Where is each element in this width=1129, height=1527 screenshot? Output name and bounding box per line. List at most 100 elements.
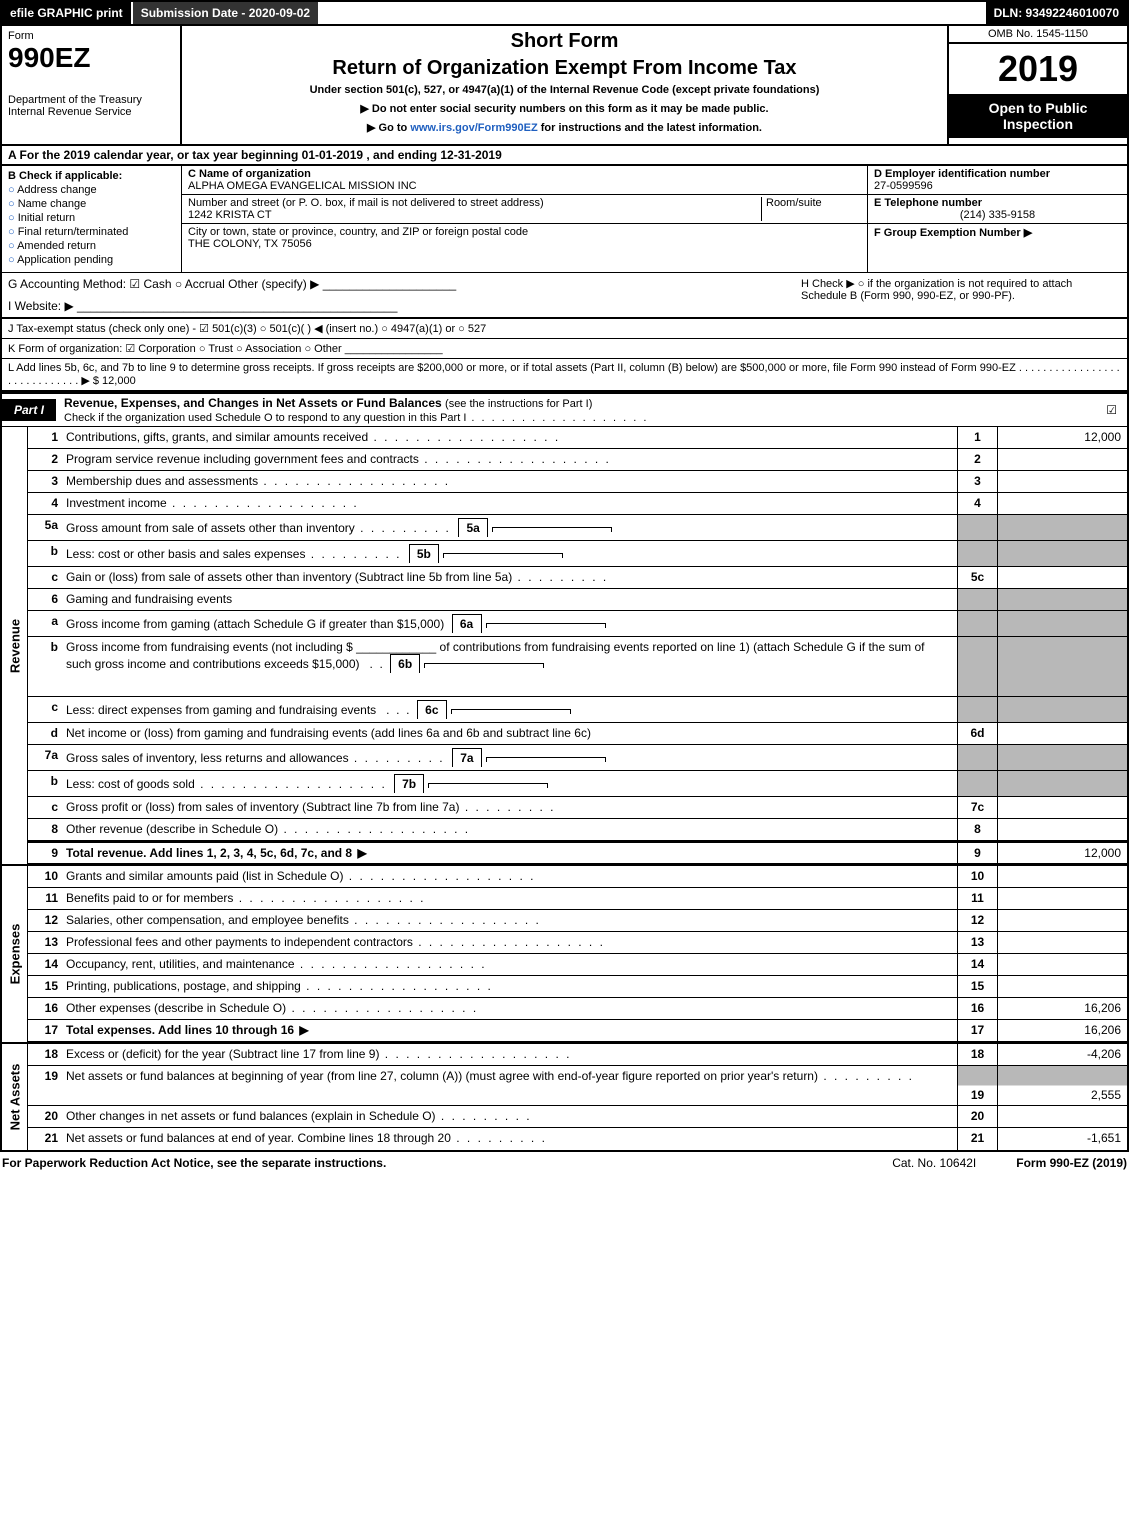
check-name-change[interactable]: Name change xyxy=(8,198,175,210)
line-5c: cGain or (loss) from sale of assets othe… xyxy=(28,567,1127,589)
city-value: THE COLONY, TX 75056 xyxy=(188,238,312,250)
form-header: Form 990EZ Department of the Treasury In… xyxy=(0,26,1129,146)
col-C: C Name of organization ALPHA OMEGA EVANG… xyxy=(182,166,867,272)
header-left: Form 990EZ Department of the Treasury In… xyxy=(2,26,182,144)
line-7c: cGross profit or (loss) from sales of in… xyxy=(28,797,1127,819)
submission-date: Submission Date - 2020-09-02 xyxy=(131,2,318,24)
org-name-value: ALPHA OMEGA EVANGELICAL MISSION INC xyxy=(188,180,417,192)
col-DEF: D Employer identification number 27-0599… xyxy=(867,166,1127,272)
check-application-pending[interactable]: Application pending xyxy=(8,254,175,266)
expenses-section: Expenses 10Grants and similar amounts pa… xyxy=(0,864,1129,1042)
department: Department of the Treasury Internal Reve… xyxy=(8,94,174,118)
group-exemption-cell: F Group Exemption Number ▶ xyxy=(868,224,1127,241)
check-final-return[interactable]: Final return/terminated xyxy=(8,226,175,238)
org-name-cell: C Name of organization ALPHA OMEGA EVANG… xyxy=(182,166,867,195)
header-right: OMB No. 1545-1150 2019 Open to Public In… xyxy=(947,26,1127,144)
open-to-public: Open to Public Inspection xyxy=(949,94,1127,138)
net-assets-side-label: Net Assets xyxy=(2,1044,28,1150)
part-I-title: Revenue, Expenses, and Changes in Net As… xyxy=(56,394,1077,426)
part-I-subtitle: (see the instructions for Part I) xyxy=(445,398,592,410)
header-center: Short Form Return of Organization Exempt… xyxy=(182,26,947,144)
line-21: 21Net assets or fund balances at end of … xyxy=(28,1128,1127,1150)
expenses-side-label: Expenses xyxy=(2,866,28,1042)
line-16: 16Other expenses (describe in Schedule O… xyxy=(28,998,1127,1020)
tax-year: 2019 xyxy=(949,44,1127,94)
dln: DLN: 93492246010070 xyxy=(986,2,1127,24)
city-cell: City or town, state or province, country… xyxy=(182,224,867,252)
form-label: Form xyxy=(8,30,174,42)
footer-paperwork: For Paperwork Reduction Act Notice, see … xyxy=(2,1156,892,1170)
line-10: 10Grants and similar amounts paid (list … xyxy=(28,866,1127,888)
line-8: 8Other revenue (describe in Schedule O)8 xyxy=(28,819,1127,841)
line-7b: bLess: cost of goods sold 7b xyxy=(28,771,1127,797)
page-footer: For Paperwork Reduction Act Notice, see … xyxy=(0,1152,1129,1174)
line-6b: bGross income from fundraising events (n… xyxy=(28,637,1127,697)
line-3: 3Membership dues and assessments3 xyxy=(28,471,1127,493)
line-20: 20Other changes in net assets or fund ba… xyxy=(28,1106,1127,1128)
part-I-checkline: Check if the organization used Schedule … xyxy=(64,412,648,424)
line-5b: bLess: cost or other basis and sales exp… xyxy=(28,541,1127,567)
line-12: 12Salaries, other compensation, and empl… xyxy=(28,910,1127,932)
line-7a: 7aGross sales of inventory, less returns… xyxy=(28,745,1127,771)
line-6a: aGross income from gaming (attach Schedu… xyxy=(28,611,1127,637)
line-5a: 5aGross amount from sale of assets other… xyxy=(28,515,1127,541)
irs-link[interactable]: www.irs.gov/Form990EZ xyxy=(410,122,537,134)
line-19: 19Net assets or fund balances at beginni… xyxy=(28,1066,1127,1106)
check-address-change[interactable]: Address change xyxy=(8,184,175,196)
address-value: 1242 KRISTA CT xyxy=(188,209,272,221)
address-cell: Number and street (or P. O. box, if mail… xyxy=(182,195,867,224)
part-I-title-text: Revenue, Expenses, and Changes in Net As… xyxy=(64,396,442,410)
phone-value: (214) 335-9158 xyxy=(874,209,1121,221)
accounting-method: G Accounting Method: ☑ Cash ○ Accrual Ot… xyxy=(8,277,801,291)
arrow-line-2: ▶ Go to www.irs.gov/Form990EZ for instru… xyxy=(192,121,937,134)
address-label: Number and street (or P. O. box, if mail… xyxy=(188,197,544,209)
row-I-website: I Website: ▶ ___________________________… xyxy=(8,299,801,313)
part-I-header: Part I Revenue, Expenses, and Changes in… xyxy=(0,392,1129,427)
info-grid: B Check if applicable: Address change Na… xyxy=(0,166,1129,272)
row-K-form-org: K Form of organization: ☑ Corporation ○ … xyxy=(0,339,1129,359)
line-15: 15Printing, publications, postage, and s… xyxy=(28,976,1127,998)
ein-label: D Employer identification number xyxy=(874,168,1050,180)
line-14: 14Occupancy, rent, utilities, and mainte… xyxy=(28,954,1127,976)
line-6: 6Gaming and fundraising events xyxy=(28,589,1127,611)
line-6d: dNet income or (loss) from gaming and fu… xyxy=(28,723,1127,745)
line-11: 11Benefits paid to or for members11 xyxy=(28,888,1127,910)
efile-print-button[interactable]: efile GRAPHIC print xyxy=(2,2,131,24)
top-bar: efile GRAPHIC print Submission Date - 20… xyxy=(0,0,1129,26)
omb-number: OMB No. 1545-1150 xyxy=(949,26,1127,44)
ein-cell: D Employer identification number 27-0599… xyxy=(868,166,1127,195)
check-amended-return[interactable]: Amended return xyxy=(8,240,175,252)
line-2: 2Program service revenue including gover… xyxy=(28,449,1127,471)
revenue-section: Revenue 1Contributions, gifts, grants, a… xyxy=(0,427,1129,864)
line-6c: cLess: direct expenses from gaming and f… xyxy=(28,697,1127,723)
line-18: 18Excess or (deficit) for the year (Subt… xyxy=(28,1044,1127,1066)
col-B-label: B Check if applicable: xyxy=(8,170,175,182)
group-exemption-label: F Group Exemption Number ▶ xyxy=(874,227,1032,239)
return-title: Return of Organization Exempt From Incom… xyxy=(192,57,937,80)
revenue-side-label: Revenue xyxy=(2,427,28,864)
phone-label: E Telephone number xyxy=(874,197,982,209)
form-number: 990EZ xyxy=(8,42,174,74)
row-H-schedule-b: H Check ▶ ○ if the organization is not r… xyxy=(801,277,1121,313)
room-suite-label: Room/suite xyxy=(766,197,822,209)
line-9: 9Total revenue. Add lines 1, 2, 3, 4, 5c… xyxy=(28,841,1127,864)
line-1: 1Contributions, gifts, grants, and simil… xyxy=(28,427,1127,449)
city-label: City or town, state or province, country… xyxy=(188,226,528,238)
line-13: 13Professional fees and other payments t… xyxy=(28,932,1127,954)
ein-value: 27-0599596 xyxy=(874,180,933,192)
col-B: B Check if applicable: Address change Na… xyxy=(2,166,182,272)
row-A-tax-year: A For the 2019 calendar year, or tax yea… xyxy=(0,146,1129,166)
row-G-H: G Accounting Method: ☑ Cash ○ Accrual Ot… xyxy=(0,272,1129,319)
footer-catno: Cat. No. 10642I xyxy=(892,1156,976,1170)
org-name-label: C Name of organization xyxy=(188,168,311,180)
part-I-badge: Part I xyxy=(2,399,56,421)
part-I-checkbox[interactable]: ☑ xyxy=(1077,403,1127,417)
check-initial-return[interactable]: Initial return xyxy=(8,212,175,224)
short-form-title: Short Form xyxy=(192,30,937,53)
net-assets-section: Net Assets 18Excess or (deficit) for the… xyxy=(0,1042,1129,1152)
arrow-line-1: ▶ Do not enter social security numbers o… xyxy=(192,102,937,115)
line-17: 17Total expenses. Add lines 10 through 1… xyxy=(28,1020,1127,1042)
phone-cell: E Telephone number (214) 335-9158 xyxy=(868,195,1127,224)
footer-formno: Form 990-EZ (2019) xyxy=(1016,1156,1127,1170)
line-4: 4Investment income4 xyxy=(28,493,1127,515)
